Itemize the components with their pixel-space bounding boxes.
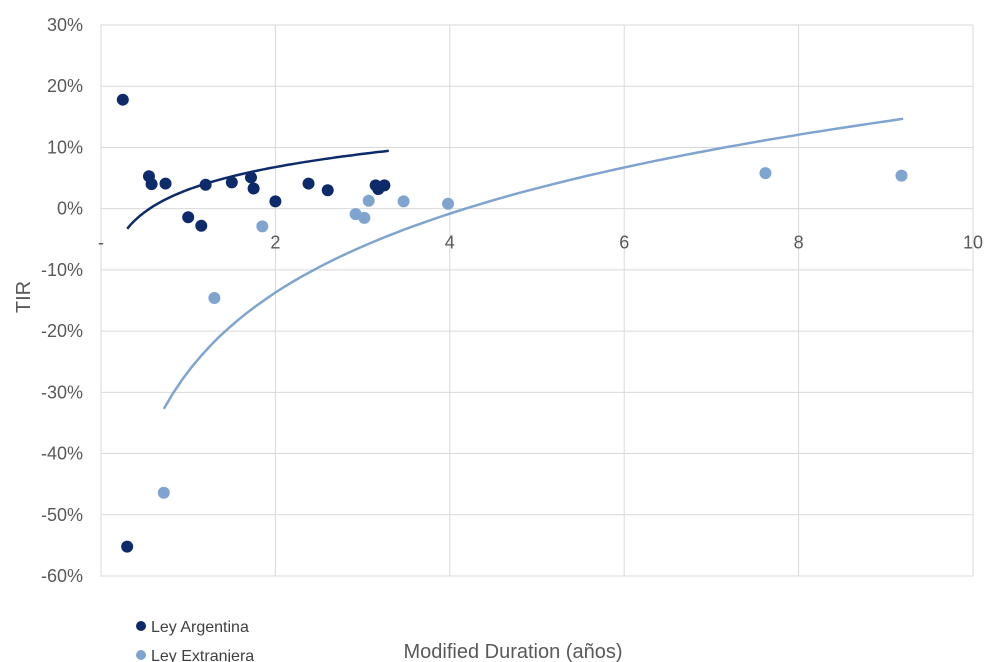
point-ley-argentina <box>269 195 282 208</box>
y-tick-label: -40% <box>41 444 83 464</box>
x-tick-label: 8 <box>794 233 804 253</box>
y-tick-label: -20% <box>41 321 83 341</box>
point-ley-argentina <box>145 178 158 191</box>
point-ley-argentina <box>199 178 212 191</box>
point-ley-extranjera <box>256 220 269 233</box>
point-ley-argentina <box>225 176 238 189</box>
plot-area-border <box>100 24 974 577</box>
point-ley-extranjera <box>358 211 371 224</box>
trendlines <box>126 117 904 410</box>
plot-border <box>100 24 974 577</box>
point-ley-extranjera <box>208 292 221 305</box>
x-tick-label: 6 <box>619 233 629 253</box>
point-ley-argentina <box>121 540 134 553</box>
point-ley-argentina <box>116 93 129 106</box>
y-tick-label: -30% <box>41 382 83 402</box>
point-ley-argentina <box>244 171 257 184</box>
x-tick-label: 4 <box>445 233 455 253</box>
legend-marker-ley-extranjera <box>136 650 146 660</box>
legend-label-ley-argentina: Ley Argentina <box>151 619 249 636</box>
point-ley-extranjera <box>157 486 170 499</box>
x-tick-label: 10 <box>963 233 983 253</box>
x-axis-tick-labels: - 2 4 6 8 10 <box>98 233 983 253</box>
data-points <box>116 93 908 553</box>
point-ley-extranjera <box>397 195 410 208</box>
y-tick-label: 10% <box>47 137 83 157</box>
point-ley-argentina <box>182 211 195 224</box>
point-ley-argentina <box>302 177 315 190</box>
y-tick-label: -50% <box>41 505 83 525</box>
point-ley-argentina <box>378 179 391 192</box>
trendline-ley-argentina <box>126 149 389 230</box>
point-ley-argentina <box>321 184 334 197</box>
y-axis-title: TIR <box>13 281 35 313</box>
legend: Ley Argentina Ley Extranjera <box>136 619 254 662</box>
vertical-gridlines <box>274 25 974 576</box>
legend-marker-ley-argentina <box>136 621 146 631</box>
point-ley-extranjera <box>759 167 772 180</box>
legend-label-ley-extranjera: Ley Extranjera <box>151 648 254 662</box>
point-ley-argentina <box>195 219 208 232</box>
trendline-ley-extranjera <box>162 117 904 410</box>
y-axis-tick-labels: -60% -50% -40% -30% -20% -10% 0% 10% 20% 30% <box>41 15 83 586</box>
y-tick-label: 0% <box>57 199 83 219</box>
point-ley-extranjera <box>362 194 375 207</box>
horizontal-gridlines <box>101 24 973 577</box>
y-tick-label: 30% <box>47 15 83 35</box>
y-tick-label: -10% <box>41 260 83 280</box>
y-tick-label: 20% <box>47 76 83 96</box>
point-ley-extranjera <box>895 169 908 182</box>
point-ley-argentina <box>247 182 260 195</box>
point-ley-argentina <box>159 177 172 190</box>
y-tick-label: -60% <box>41 566 83 586</box>
point-ley-extranjera <box>442 197 455 210</box>
x-tick-label: 2 <box>270 233 280 253</box>
x-axis-title: Modified Duration (años) <box>404 641 623 662</box>
x-tick-label: - <box>98 233 104 253</box>
